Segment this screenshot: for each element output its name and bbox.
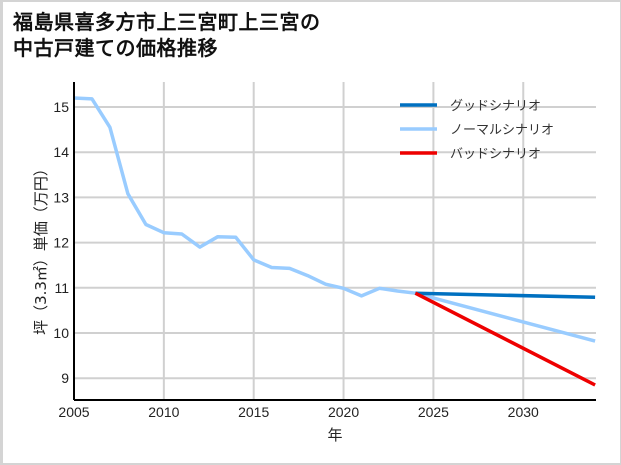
x-tick-label: 2015 (238, 404, 269, 420)
x-tick-label: 2005 (58, 404, 89, 420)
x-tick-label: 2020 (328, 404, 359, 420)
y-tick-label: 10 (53, 325, 69, 341)
gridlines (74, 82, 596, 400)
y-tick-label: 15 (53, 99, 69, 115)
series-line-2 (414, 291, 596, 387)
x-tick-label: 2025 (418, 404, 449, 420)
y-tick-label: 9 (61, 370, 69, 386)
chart-title-line1: 福島県喜多方市上三宮町上三宮の (13, 10, 321, 34)
y-tick-label: 14 (53, 144, 69, 160)
y-tick-label: 11 (54, 280, 69, 296)
legend-label: グッドシナリオ (450, 99, 541, 114)
tick-labels: 2005 2010 2015 2020 2025 2030 9 10 11 12 13 14 15 (53, 99, 539, 420)
legend-label: バッドシナリオ (450, 147, 541, 162)
x-tick-label: 2010 (148, 404, 179, 420)
series-line-1 (73, 96, 596, 343)
series-line-0 (415, 291, 596, 300)
chart-title: 福島県喜多方市上三宮町上三宮の 中古戸建ての価格推移 (13, 9, 321, 61)
y-tick-label: 13 (53, 189, 69, 205)
legend-label: ノーマルシナリオ (450, 123, 554, 138)
x-axis-label: 年 (327, 426, 342, 444)
x-tick-label: 2030 (508, 404, 539, 420)
series-lines (73, 96, 596, 387)
chart-title-line2: 中古戸建ての価格推移 (13, 36, 218, 60)
axes (73, 82, 596, 401)
y-axis-label: 坪（3.3㎡）単価（万円） (32, 161, 50, 335)
y-tick-label: 12 (53, 235, 69, 251)
